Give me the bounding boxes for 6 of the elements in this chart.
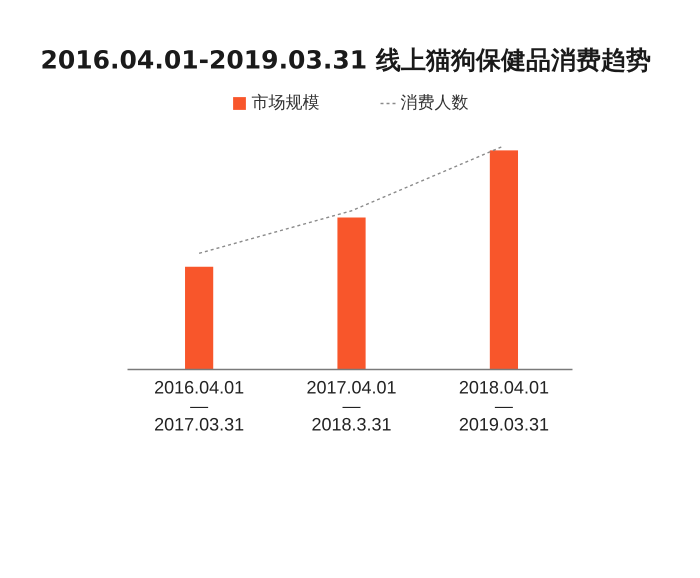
legend-label: 市场规模 — [252, 92, 320, 114]
chart-title: 2016.04.01-2019.03.31 线上猫狗保健品消费趋势 — [40, 46, 651, 74]
legend-label: 消费人数 — [400, 92, 468, 114]
x-tick-label: 2017.04.01 — 2018.3.31 — [306, 378, 397, 434]
x-tick-label: 2016.04.01 — 2017.03.31 — [154, 378, 244, 434]
x-tick-label: 2018.04.01 — 2019.03.31 — [458, 378, 549, 434]
